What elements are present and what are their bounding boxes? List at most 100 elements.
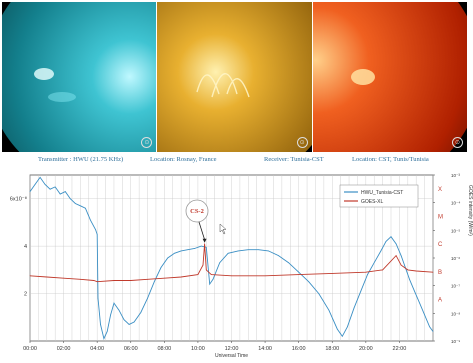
series-point <box>429 326 430 328</box>
series-point <box>404 264 405 266</box>
series-point <box>167 257 169 259</box>
series-point <box>187 249 189 251</box>
annotation-arrowhead <box>202 238 207 243</box>
series-point <box>80 278 81 280</box>
right-axis-label: GOES intensity (W/m²) <box>467 185 473 236</box>
series-point <box>130 280 132 281</box>
series-point <box>34 184 36 185</box>
legend-box <box>339 184 419 208</box>
series-point <box>328 309 330 311</box>
series-point <box>365 271 367 273</box>
series-point <box>360 290 362 292</box>
series-point <box>380 250 382 252</box>
series-point <box>395 243 397 245</box>
x-tick-label: 08:00 <box>157 346 171 352</box>
series-point <box>409 278 410 280</box>
series-point <box>49 188 51 190</box>
series-point <box>147 278 148 280</box>
flare-class-letter: M <box>438 215 443 221</box>
x-tick-label: 18:00 <box>325 346 339 352</box>
x-tick-label: 16:00 <box>292 346 306 352</box>
series-point <box>197 274 199 275</box>
series-point <box>200 245 202 247</box>
x-tick-label: 00:00 <box>23 346 37 352</box>
sun-disk-131 <box>2 2 157 152</box>
series-point <box>347 326 348 328</box>
receiver-location: Location: CST, Tunis/Tunisia <box>352 156 429 163</box>
receiver-text: Receiver: Tunisia-CST <box>264 156 324 163</box>
series-point <box>390 236 392 238</box>
series-point <box>278 255 279 256</box>
sun-badge-icon: ⊙ <box>451 137 463 148</box>
info-bar: Transmitter : HWU (21.75 KHz) Location: … <box>0 153 473 166</box>
x-axis-label: Universal Time <box>215 353 248 359</box>
sun-disk-171 <box>157 2 312 152</box>
series-point <box>93 280 95 281</box>
series-point <box>211 274 212 275</box>
series-point <box>298 274 300 275</box>
right-tick-label: 10⁻⁸ <box>451 311 460 316</box>
series-point <box>202 264 204 266</box>
x-tick-label: 02:00 <box>57 346 71 352</box>
series-point <box>74 203 76 204</box>
series-point <box>80 205 81 207</box>
series-point <box>407 269 409 271</box>
right-tick-label: 10⁻⁹ <box>451 339 460 344</box>
series-point <box>318 293 320 294</box>
series-point <box>63 277 64 279</box>
series-point <box>212 278 214 280</box>
series-point <box>64 191 66 192</box>
sun-badge-icon: ⊙ <box>296 137 308 148</box>
series-point <box>113 280 115 281</box>
series-point <box>258 249 259 251</box>
series-point <box>247 249 249 251</box>
series-point <box>29 191 31 192</box>
series-point <box>110 314 111 316</box>
series-point <box>113 302 115 304</box>
series-point <box>415 270 417 272</box>
series-point <box>103 338 105 339</box>
flare-class-letter: C <box>438 242 443 248</box>
series-point <box>174 252 175 254</box>
series-point <box>424 314 425 316</box>
annotation-arrow <box>198 221 206 240</box>
mouse-cursor-icon <box>219 223 227 235</box>
series-point <box>90 219 91 221</box>
series-point <box>432 331 434 332</box>
series-point <box>400 264 402 266</box>
series-point <box>153 281 155 283</box>
legend: HWU_Tunisia-CST GOES-XL <box>339 184 419 208</box>
right-tick-label: 10⁻⁴ <box>451 201 460 206</box>
series-point <box>414 290 415 292</box>
x-tick-label: 20:00 <box>359 346 373 352</box>
series-point <box>205 269 207 271</box>
vlf-chart: 6x10⁻⁸ 4 2 00:00 02:00 04:00 06:00 08:00 10:00 12… <box>10 173 473 359</box>
series-point <box>231 275 232 277</box>
series-point <box>69 198 71 200</box>
series-point <box>331 273 333 274</box>
series-point <box>163 277 165 279</box>
transmitter-location: Location: Rosnay, France <box>150 156 217 163</box>
sun-badge-icon: ⊙ <box>141 137 153 148</box>
flare-class-letter: X <box>438 187 442 193</box>
series-point <box>39 177 41 178</box>
series-point <box>237 250 239 252</box>
series-point <box>96 281 98 283</box>
right-tick-label: 10⁻⁶ <box>451 256 460 261</box>
series-point <box>54 186 56 188</box>
x-tick-label: 10:00 <box>191 346 205 352</box>
series-point <box>227 252 229 254</box>
series-point <box>205 246 207 248</box>
y-tick-label: 2 <box>24 292 27 298</box>
flare-class-letter: A <box>438 298 442 304</box>
series-point <box>204 243 205 245</box>
series-point <box>341 335 343 337</box>
series-point <box>147 297 148 299</box>
y-tick-label: 6x10⁻⁸ <box>10 196 27 203</box>
series-point <box>160 267 162 268</box>
series-point <box>106 331 108 332</box>
right-tick-label: 10⁻³ <box>451 173 460 178</box>
x-tick-label: 14:00 <box>258 346 272 352</box>
series-point <box>209 283 211 285</box>
series-point <box>353 307 355 309</box>
